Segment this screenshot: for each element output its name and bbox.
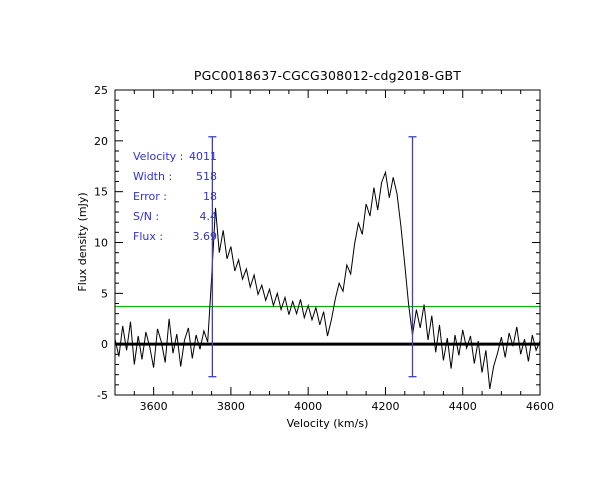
fit-param-label: S/N : (133, 210, 160, 223)
y-tick-label: 5 (101, 287, 108, 300)
fit-parameters-panel: Velocity : 4011 Width : 518 Error : 18 S… (133, 150, 217, 250)
fit-param-row-sn: S/N : 4.4 (133, 210, 217, 230)
y-tick-label: 0 (101, 338, 108, 351)
y-axis-label: Flux density (mJy) (76, 192, 89, 292)
fit-param-label: Flux : (133, 230, 164, 243)
x-tick-label: 3600 (140, 400, 168, 413)
x-tick-label: 3800 (217, 400, 245, 413)
x-tick-label: 4200 (371, 400, 399, 413)
x-tick-label: 4400 (449, 400, 477, 413)
x-tick-label: 4600 (526, 400, 554, 413)
spectrum-line (114, 170, 541, 389)
fit-param-label: Error : (133, 190, 168, 203)
fit-param-row-error: Error : 18 (133, 190, 217, 210)
y-tick-label: -5 (97, 389, 108, 402)
fit-param-value: 518 (196, 170, 217, 183)
fit-param-row-velocity: Velocity : 4011 (133, 150, 217, 170)
y-tick-label: 10 (94, 237, 108, 250)
y-tick-label: 20 (94, 135, 108, 148)
fit-param-value: 4011 (189, 150, 217, 163)
x-axis-label: Velocity (km/s) (286, 417, 369, 430)
fit-param-value: 3.69 (192, 230, 218, 243)
fit-param-row-width: Width : 518 (133, 170, 217, 190)
fit-param-value: 18 (203, 190, 217, 203)
fit-param-label: Width : (133, 170, 173, 183)
y-tick-label: 25 (94, 84, 108, 97)
x-tick-label: 4000 (294, 400, 322, 413)
fit-param-row-flux: Flux : 3.69 (133, 230, 217, 250)
fit-param-label: Velocity : (133, 150, 184, 163)
fit-param-value: 4.4 (199, 210, 218, 223)
y-tick-label: 15 (94, 186, 108, 199)
plot-title: PGC0018637-CGCG308012-cdg2018-GBT (193, 68, 462, 83)
